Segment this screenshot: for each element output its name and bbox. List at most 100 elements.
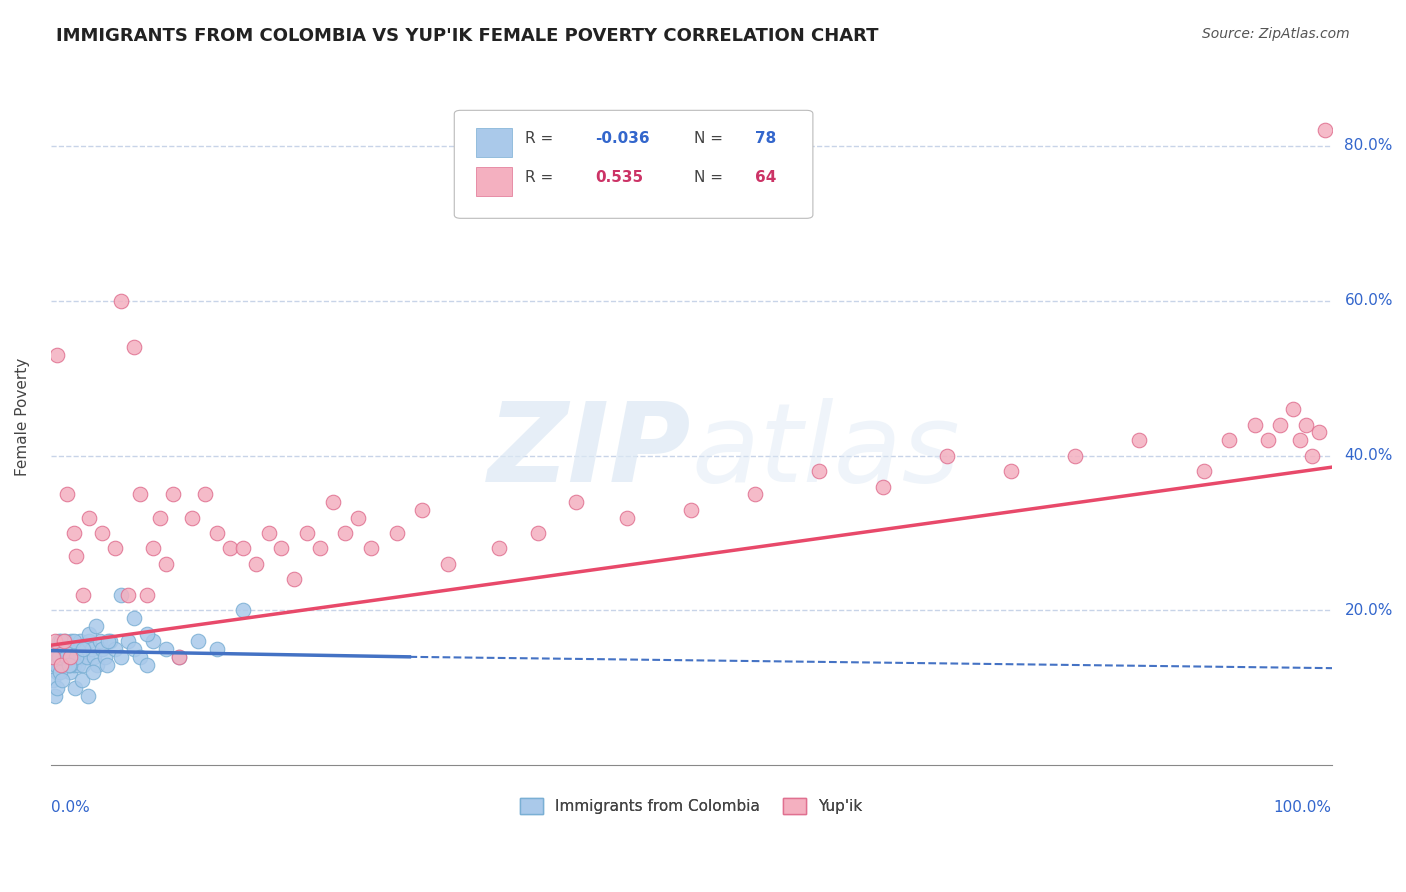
Point [565,495,588,509]
Point [53,634,76,648]
Text: 40.0%: 40.0% [1344,448,1393,463]
Point [65,649,87,664]
Point [65,649,87,664]
Point [63,681,86,695]
Point [135,657,157,672]
Point [155,557,177,571]
Point [76,649,98,664]
Point [335,526,357,541]
Point [51,657,73,672]
Point [91,526,114,541]
Point [77,689,100,703]
Point [681,502,703,516]
Point [360,541,382,556]
Point [96,657,118,672]
Point [52,649,75,664]
Point [93,649,115,664]
Point [52,642,75,657]
Point [58,657,80,672]
Point [1243,417,1265,432]
Point [63,657,86,672]
Point [80,642,103,657]
Point [1257,433,1279,447]
Bar [477,128,512,157]
Point [82,665,104,680]
Point [193,487,215,501]
Point [66,657,89,672]
Point [411,502,433,516]
Point [295,526,318,541]
Text: R =: R = [524,170,558,186]
Point [63,642,86,657]
Text: R =: R = [524,131,558,146]
Text: 0.535: 0.535 [595,170,644,186]
Point [219,541,242,556]
Point [207,526,229,541]
Point [51,642,73,657]
Point [1315,123,1337,137]
Point [117,588,139,602]
Y-axis label: Female Poverty: Female Poverty [15,358,30,476]
Point [167,649,190,664]
Point [69,634,91,648]
Point [62,649,84,664]
Point [49,657,72,672]
Text: IMMIGRANTS FROM COLOMBIA VS YUP'IK FEMALE POVERTY CORRELATION CHART: IMMIGRANTS FROM COLOMBIA VS YUP'IK FEMAL… [56,27,879,45]
Point [1301,449,1323,463]
Point [42,649,65,664]
Point [232,541,254,556]
Point [1282,402,1305,417]
Point [129,487,152,501]
Point [122,642,145,657]
Point [72,657,94,672]
Point [347,510,370,524]
Point [49,657,72,672]
Point [1288,433,1310,447]
Point [56,487,79,501]
Point [616,510,638,524]
Point [1308,425,1330,440]
Point [44,634,66,648]
Point [46,649,69,664]
FancyBboxPatch shape [454,111,813,219]
Point [744,487,766,501]
Point [385,526,408,541]
Point [89,634,111,648]
Point [55,642,77,657]
Text: 60.0%: 60.0% [1344,293,1393,309]
Point [245,557,267,571]
Point [59,657,82,672]
Point [232,603,254,617]
Point [56,649,79,664]
Point [180,510,202,524]
Text: -0.036: -0.036 [595,131,650,146]
Point [162,487,184,501]
Point [129,649,152,664]
Point [72,588,94,602]
Text: atlas: atlas [692,398,960,505]
Point [808,464,831,478]
Point [872,479,894,493]
Point [42,649,65,664]
Point [135,626,157,640]
Point [77,626,100,640]
Point [45,657,67,672]
Point [1295,417,1317,432]
Point [1270,417,1292,432]
Point [70,673,93,687]
Point [44,657,66,672]
Text: 100.0%: 100.0% [1274,800,1331,815]
Point [42,673,65,687]
Point [135,588,157,602]
Point [44,642,66,657]
Point [1000,464,1022,478]
Point [1064,449,1087,463]
Point [48,634,70,648]
Point [49,642,72,657]
Point [70,649,93,664]
Text: 80.0%: 80.0% [1344,138,1393,153]
Point [73,642,96,657]
Text: 20.0%: 20.0% [1344,603,1393,618]
Point [56,649,79,664]
Point [437,557,460,571]
